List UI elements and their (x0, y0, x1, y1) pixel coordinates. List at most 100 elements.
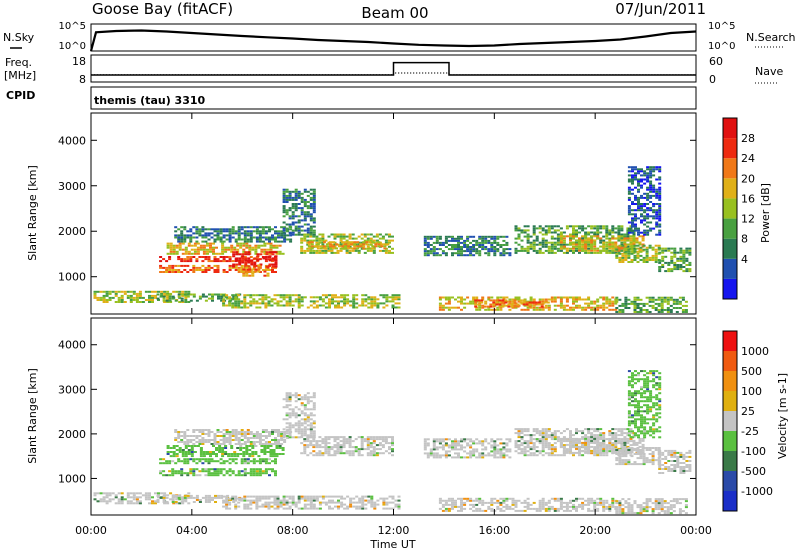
power-cell (630, 259, 634, 261)
power-cell (258, 258, 262, 261)
power-cell (193, 244, 197, 247)
power-cell (282, 192, 286, 195)
velocity-cell (248, 453, 252, 455)
power-cell (669, 298, 673, 301)
power-cell (279, 294, 283, 297)
velocity-cell (321, 454, 325, 457)
power-cell (547, 247, 551, 250)
power-cell (271, 266, 274, 269)
velocity-cell (258, 458, 262, 461)
power-cell (633, 300, 637, 303)
power-cell (334, 296, 337, 299)
velocity-cell (297, 428, 301, 431)
velocity-cell (481, 501, 485, 504)
power-cell (526, 245, 530, 248)
velocity-cell (348, 440, 352, 443)
power-cell (230, 248, 234, 251)
power-cell (627, 298, 631, 301)
power-cell (463, 250, 467, 253)
power-cell (186, 260, 190, 263)
power-cell (537, 303, 541, 306)
power-cell (306, 239, 310, 242)
power-cell (505, 244, 509, 246)
power-cell (363, 239, 367, 242)
power-cell (617, 229, 621, 232)
velocity-cell (502, 499, 506, 502)
velocity-cell (342, 444, 346, 447)
power-cell (642, 302, 646, 305)
velocity-cell (538, 499, 542, 502)
power-cell (605, 229, 609, 232)
power-cell (463, 306, 467, 309)
power-cell (630, 252, 634, 255)
power-cell (637, 217, 640, 220)
velocity-cell (529, 507, 533, 510)
velocity-cell (481, 452, 485, 455)
velocity-cell (375, 448, 379, 451)
power-cell (132, 296, 136, 299)
power-cell (235, 251, 239, 254)
velocity-cell (315, 444, 319, 447)
velocity-cell (556, 497, 560, 500)
power-cell (565, 243, 569, 246)
power-cell (460, 237, 463, 240)
power-cell (111, 290, 115, 293)
power-cell (198, 297, 202, 300)
power-cell (294, 203, 298, 205)
power-cell (624, 307, 628, 309)
power-cell (605, 298, 609, 301)
velocity-cell (264, 470, 268, 473)
power-cell (504, 301, 508, 304)
velocity-cell (288, 501, 292, 504)
power-cell (189, 299, 193, 302)
power-cell (369, 243, 373, 246)
power-cell (366, 239, 370, 242)
power-cell (684, 304, 688, 307)
power-cell (235, 263, 239, 266)
power-cell (237, 234, 241, 237)
velocity-cell (447, 497, 451, 500)
velocity-cell (269, 453, 273, 455)
velocity-cell (231, 495, 235, 498)
power-cell (264, 302, 268, 305)
power-cell (463, 298, 467, 301)
power-cell (532, 298, 536, 301)
power-cell (204, 240, 208, 243)
velocity-cell (360, 454, 364, 457)
power-cell (189, 256, 193, 258)
power-cell (245, 266, 249, 269)
velocity-cell (172, 447, 176, 449)
velocity-cell (372, 442, 376, 445)
power-cell (114, 292, 118, 295)
velocity-cell (523, 450, 527, 453)
power-cell (312, 233, 316, 236)
velocity-cell (278, 445, 282, 447)
velocity-cell (275, 455, 279, 458)
power-cell (268, 228, 271, 231)
power-cell (206, 244, 209, 247)
power-cell (661, 266, 665, 268)
velocity-cell (222, 441, 226, 443)
power-cell (174, 234, 178, 237)
power-cell (487, 241, 491, 244)
power-cell (373, 302, 377, 305)
velocity-cell (502, 509, 506, 512)
power-cell (211, 297, 214, 300)
velocity-cell (508, 448, 512, 451)
velocity-cell (499, 456, 503, 459)
power-cell (615, 296, 619, 299)
power-cell (478, 254, 482, 257)
power-cell (630, 246, 634, 249)
velocity-cell (357, 452, 361, 455)
velocity-cell (99, 492, 103, 495)
power-cell (550, 241, 554, 244)
velocity-cell (263, 449, 267, 451)
velocity-cell (324, 436, 328, 439)
velocity-cell (228, 437, 232, 439)
power-cell (364, 298, 368, 301)
power-cell (382, 294, 386, 297)
velocity-cell (397, 505, 401, 508)
velocity-cell (312, 404, 316, 407)
velocity-cell (306, 414, 310, 417)
power-cell (438, 241, 442, 244)
